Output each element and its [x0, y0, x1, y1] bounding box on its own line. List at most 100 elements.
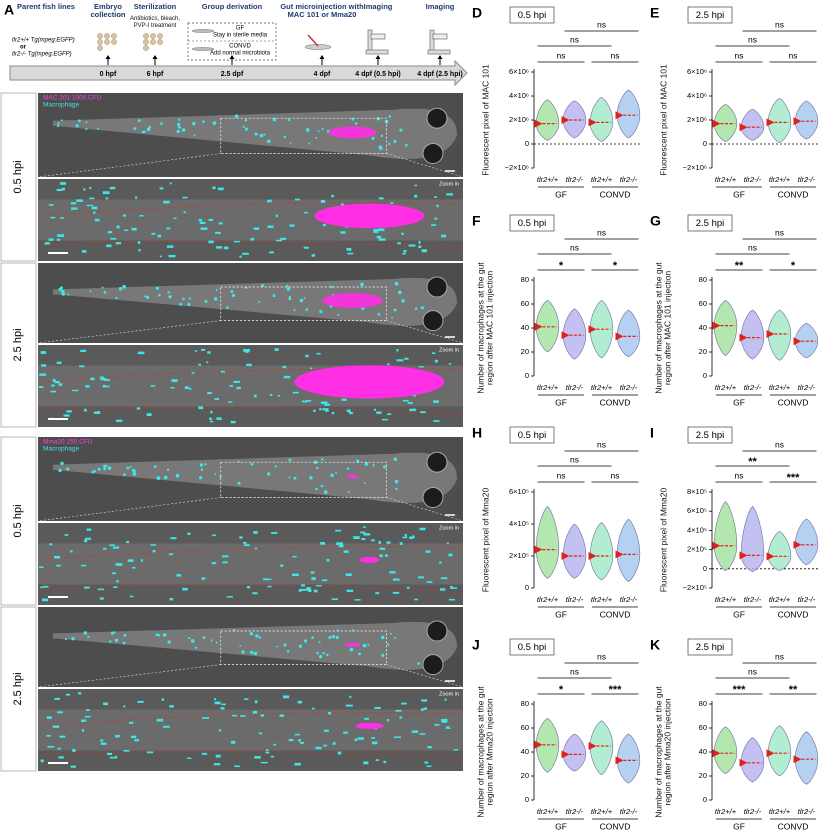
macrophage [244, 544, 250, 547]
macrophage [341, 398, 347, 401]
macrophage [136, 407, 141, 410]
macrophage [202, 636, 206, 639]
macrophage [353, 536, 360, 540]
violin [740, 505, 765, 573]
macrophage [418, 576, 424, 579]
macrophage [335, 635, 339, 640]
macrophage [297, 700, 302, 704]
eye [426, 107, 448, 129]
group-label: GF [555, 609, 567, 619]
x-tick-label: tlr2-/- [566, 175, 584, 184]
row-label-box [0, 436, 37, 606]
macrophage [50, 216, 56, 219]
group-name: CONVD [229, 44, 251, 50]
macrophage [404, 534, 407, 537]
macrophage [218, 222, 223, 225]
y-axis-label: Fluorescent pixel of MAC 101 [658, 64, 669, 176]
macrophage [199, 221, 206, 225]
macrophage [191, 372, 195, 374]
macrophage [131, 566, 136, 569]
macrophage [113, 586, 118, 589]
zoom-guide [386, 664, 464, 688]
median-marker [561, 116, 570, 124]
y-tick-label: 0 [703, 795, 707, 804]
macrophage [227, 401, 233, 403]
zoom-box [220, 630, 387, 665]
macrophage [71, 636, 75, 641]
macrophage [168, 295, 172, 299]
y-tick-label: 80 [521, 699, 529, 708]
x-tick-label: tlr2+/+ [769, 175, 791, 184]
macrophage [364, 717, 369, 720]
eye [426, 451, 448, 473]
macrophage [151, 232, 156, 235]
macrophage [123, 750, 130, 752]
macrophage [322, 223, 326, 227]
y-tick-label: 4×10⁶ [509, 91, 529, 100]
x-tick-label: tlr2+/+ [591, 175, 613, 184]
macrophage [219, 729, 222, 732]
macrophage [386, 719, 389, 722]
violin [616, 89, 641, 139]
macrophage [380, 635, 385, 640]
macrophage [56, 238, 61, 241]
macrophage [232, 714, 238, 717]
violin [713, 726, 738, 774]
macrophage [325, 409, 329, 412]
bacteria [322, 293, 383, 309]
comparison-label: ns [748, 242, 757, 252]
bacteria [344, 642, 361, 647]
macrophage [221, 555, 229, 558]
macrophage [288, 476, 291, 479]
embryo-icon [111, 39, 117, 45]
gut-band [38, 543, 463, 585]
macrophage [381, 653, 385, 658]
macrophage [323, 744, 328, 747]
macrophage [85, 127, 88, 130]
comparison-label: ns [570, 454, 579, 464]
macrophage [424, 761, 429, 764]
bacteria [328, 126, 377, 139]
macrophage [103, 384, 106, 388]
macrophage [391, 316, 394, 319]
microscope-icon [367, 29, 373, 53]
median-marker [588, 552, 597, 560]
comparison-label: ** [789, 684, 798, 696]
macrophage [99, 597, 104, 600]
macrophage [310, 571, 315, 574]
microscope-icon [427, 49, 451, 55]
macrophage [93, 211, 96, 214]
macrophage [123, 214, 127, 217]
microscope-icon [429, 29, 435, 53]
macrophage [89, 290, 92, 293]
median-marker [766, 330, 775, 338]
macrophage [100, 742, 107, 745]
macrophage [76, 199, 83, 202]
y-tick-label: 80 [699, 699, 707, 708]
macrophage [431, 352, 436, 355]
embryo-icon [150, 39, 156, 45]
macrophage [194, 350, 198, 352]
zoom-label: Zoom in [439, 181, 459, 187]
median-marker [739, 333, 748, 342]
macrophage [99, 376, 104, 379]
macrophage [340, 203, 345, 206]
macrophage [102, 547, 107, 550]
bacteria [346, 474, 359, 479]
macrophage [286, 284, 289, 288]
violin [562, 523, 587, 579]
panel-letter: G [650, 213, 661, 229]
embryo-icon [97, 39, 103, 45]
macrophage [216, 246, 223, 249]
macrophage [193, 134, 196, 137]
macrophage [157, 234, 162, 238]
macrophage [287, 118, 291, 122]
macrophage [115, 419, 123, 422]
step-title: Imaging [363, 2, 393, 11]
macrophage [271, 532, 278, 534]
macrophage [179, 302, 183, 306]
macrophage [289, 142, 292, 144]
macrophage [335, 529, 342, 532]
macrophage [440, 718, 448, 722]
macrophage [414, 307, 418, 310]
